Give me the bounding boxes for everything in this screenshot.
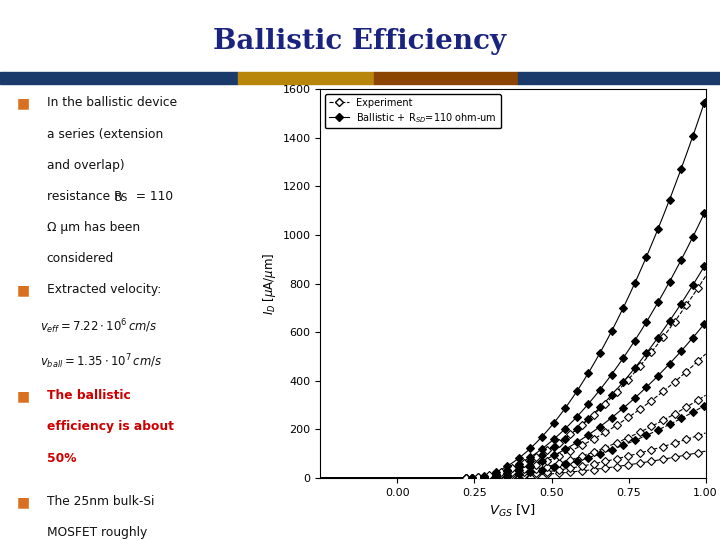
Text: considered: considered: [47, 252, 114, 265]
Text: ■: ■: [17, 97, 30, 111]
Y-axis label: $I_D$ [$\mu$A/$\mu$m]: $I_D$ [$\mu$A/$\mu$m]: [261, 252, 279, 315]
Text: ■: ■: [17, 389, 30, 403]
Text: $v_{eff} = 7.22 \cdot 10^6\,cm/s$: $v_{eff} = 7.22 \cdot 10^6\,cm/s$: [40, 318, 158, 336]
Text: = 110: = 110: [132, 190, 173, 203]
Text: a series (extension: a series (extension: [47, 127, 163, 140]
X-axis label: $V_{GS}$ [V]: $V_{GS}$ [V]: [490, 503, 536, 519]
Text: DS: DS: [114, 193, 127, 204]
Text: $v_{ball} = 1.35 \cdot 10^7\,cm/s$: $v_{ball} = 1.35 \cdot 10^7\,cm/s$: [40, 352, 163, 370]
Text: ■: ■: [17, 284, 30, 298]
Legend: Experiment, Ballistic + R$_{SD}$=110 ohm-um: Experiment, Ballistic + R$_{SD}$=110 ohm…: [325, 94, 501, 129]
Text: The ballistic: The ballistic: [47, 389, 130, 402]
Text: The 25nm bulk-Si: The 25nm bulk-Si: [47, 495, 154, 508]
Text: efficiency is about: efficiency is about: [47, 420, 174, 434]
Text: Università di  Pisa: Università di Pisa: [603, 518, 709, 532]
Bar: [0, 72, 238, 84]
Text: resistance R: resistance R: [47, 190, 122, 203]
Text: In the ballistic device: In the ballistic device: [47, 97, 176, 110]
Text: and overlap): and overlap): [47, 159, 124, 172]
Bar: [238, 72, 374, 84]
Text: 50%: 50%: [47, 451, 76, 464]
Text: Extracted velocity:: Extracted velocity:: [47, 284, 161, 296]
Text: ■: ■: [17, 495, 30, 509]
Bar: [518, 72, 720, 84]
Text: G. Iannaccone: G. Iannaccone: [11, 518, 96, 532]
Text: Ω μm has been: Ω μm has been: [47, 221, 140, 234]
Text: Ballistic Efficiency: Ballistic Efficiency: [213, 28, 507, 55]
Bar: [374, 72, 518, 84]
Text: MOSFET roughly: MOSFET roughly: [47, 526, 147, 539]
